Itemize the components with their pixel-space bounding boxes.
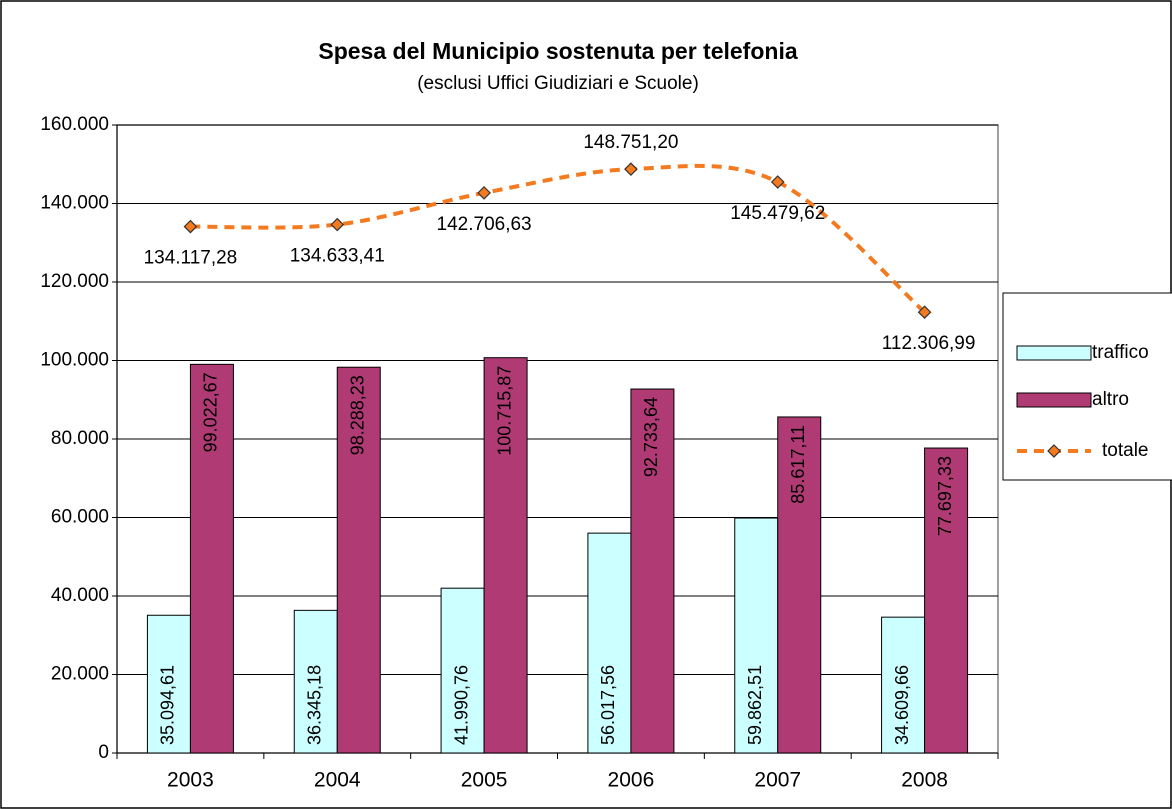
legend-label: traffico [1092, 342, 1149, 363]
legend-label: totale [1102, 440, 1148, 461]
bar [189, 363, 234, 754]
line-marker [477, 186, 491, 200]
line [190, 163, 926, 314]
legend [1002, 292, 1172, 481]
y-tick-label: 20.000 [51, 664, 109, 685]
x-tick-label: 2007 [754, 769, 801, 792]
bar [146, 614, 191, 754]
x-tick-label: 2003 [167, 769, 214, 792]
x-tick-label: 2005 [461, 769, 508, 792]
legend-swatch [1016, 392, 1092, 408]
line-value-label: 145.479,62 [730, 203, 825, 224]
bar-value-label: 98.288,23 [348, 375, 368, 455]
y-tick-label: 100.000 [40, 350, 109, 371]
x-tick-label: 2008 [901, 769, 948, 792]
bar-value-label: 34.609,66 [892, 665, 912, 745]
line-marker [917, 305, 932, 320]
x-tick-label: 2004 [314, 769, 361, 792]
bar [777, 416, 822, 754]
bar [924, 447, 969, 754]
bar-value-label: 77.697,33 [935, 456, 955, 536]
bar [734, 517, 779, 754]
bar-value-label: 36.345,18 [305, 665, 325, 745]
chart-subtitle: (esclusi Uffici Giudiziari e Scuole) [417, 73, 699, 94]
y-tick-label: 80.000 [51, 428, 109, 449]
line-value-label: 134.633,41 [290, 246, 385, 267]
x-tick-label: 2006 [608, 769, 655, 792]
bar [336, 366, 381, 754]
chart-title: Spesa del Municipio sostenuta per telefo… [318, 38, 797, 64]
line-value-label: 148.751,20 [583, 132, 678, 153]
line-marker [330, 217, 345, 232]
y-tick-label: 60.000 [51, 507, 109, 528]
legend-label: altro [1092, 389, 1129, 410]
bar-value-label: 100.715,87 [494, 366, 514, 456]
bar [630, 388, 675, 754]
bar [440, 587, 485, 754]
bar-value-label: 99.022,67 [201, 372, 221, 452]
y-tick-label: 160.000 [40, 114, 109, 135]
bar-value-label: 56.017,56 [598, 665, 618, 745]
line-value-label: 134.117,28 [144, 248, 238, 269]
bar-value-label: 92.733,64 [641, 397, 661, 477]
bar [293, 609, 338, 754]
line-marker [770, 175, 785, 189]
bar [881, 616, 926, 754]
y-tick-label: 40.000 [51, 585, 109, 606]
line-marker [183, 219, 198, 234]
y-tick-label: 120.000 [40, 271, 109, 292]
bar-value-label: 85.617,11 [788, 425, 808, 504]
bar-value-label: 59.862,51 [745, 665, 765, 745]
line-value-label: 112.306,99 [882, 333, 976, 354]
legend-swatch [1016, 345, 1092, 361]
bar-value-label: 41.990,76 [451, 665, 471, 745]
legend-marker [1047, 444, 1061, 458]
line-marker [624, 162, 638, 177]
line-value-label: 142.706,63 [437, 214, 532, 235]
bar [587, 532, 632, 754]
bar-value-label: 35.094,61 [158, 665, 178, 745]
bar [483, 357, 528, 754]
y-tick-label: 140.000 [40, 193, 109, 214]
y-tick-label: 0 [98, 742, 109, 763]
